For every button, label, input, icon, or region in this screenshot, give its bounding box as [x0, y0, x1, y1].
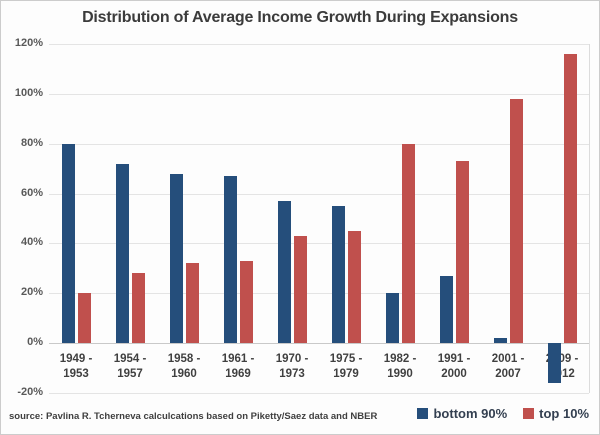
- x-category-label: 1970 -1973: [275, 353, 309, 381]
- y-tick-label: 20%: [20, 286, 43, 299]
- y-tick-label: 100%: [14, 86, 43, 99]
- legend-swatch-icon: [523, 408, 535, 419]
- gridline-100%: [49, 93, 589, 95]
- legend-item: bottom 90%: [417, 406, 507, 421]
- y-tick-label: 0%: [27, 336, 43, 349]
- legend-swatch-icon: [417, 408, 429, 419]
- bar-top-10--1949-1953: [77, 293, 91, 344]
- legend-item: top 10%: [523, 406, 589, 421]
- bar-top-10--1961-1969: [239, 260, 253, 344]
- y-tick-label: 60%: [20, 186, 43, 199]
- x-category-label: 1975 -1979: [329, 353, 363, 381]
- bar-top-10--1954-1957: [131, 273, 145, 344]
- x-category-label: 1961 -1969: [221, 353, 255, 381]
- source-note: source: Pavlina R. Tcherneva calculcatio…: [9, 411, 378, 422]
- gridline--20%: [49, 393, 589, 394]
- gridline-80%: [49, 143, 589, 145]
- bar-bottom-90--2009-2012: [547, 343, 561, 384]
- legend-label: top 10%: [539, 406, 589, 421]
- bar-bottom-90--1949-1953: [61, 143, 75, 344]
- legend: bottom 90% top 10%: [417, 406, 589, 421]
- bar-bottom-90--1975-1979: [331, 206, 345, 344]
- bar-top-10--1958-1960: [185, 263, 199, 344]
- x-category-label: 1958 -1960: [167, 353, 201, 381]
- bar-top-10--1982-1990: [401, 143, 415, 344]
- bar-bottom-90--1954-1957: [115, 163, 129, 344]
- bar-bottom-90--1982-1990: [385, 293, 399, 344]
- x-category-label: 2001 -2007: [491, 353, 525, 381]
- bar-bottom-90--1970-1973: [277, 201, 291, 344]
- bar-top-10--2001-2007: [509, 98, 523, 344]
- bar-bottom-90--1991-2000: [439, 275, 453, 344]
- gridline-120%: [49, 44, 589, 45]
- y-tick-label: 80%: [20, 136, 43, 149]
- gridline-0%: [49, 343, 589, 345]
- x-category-label: 1982 -1990: [383, 353, 417, 381]
- x-category-label: 1949 -1953: [59, 353, 93, 381]
- gridline-20%: [49, 293, 589, 295]
- y-tick-label: 120%: [14, 37, 43, 49]
- x-category-label: 2009 -2012: [545, 353, 579, 381]
- bar-top-10--1970-1973: [293, 235, 307, 344]
- plot-area: [49, 44, 590, 394]
- bar-bottom-90--1961-1969: [223, 176, 237, 344]
- bar-bottom-90--1958-1960: [169, 173, 183, 344]
- legend-label: bottom 90%: [433, 406, 508, 421]
- y-tick-label: 40%: [20, 236, 43, 249]
- x-category-label: 1954 -1957: [113, 353, 147, 381]
- bar-top-10--2009-2012: [563, 53, 577, 344]
- x-category-label: 1991 -2000: [437, 353, 471, 381]
- y-tick-label: -20%: [17, 386, 43, 398]
- chart-title: Distribution of Average Income Growth Du…: [82, 9, 518, 26]
- gridline-60%: [49, 193, 589, 195]
- bar-top-10--1991-2000: [455, 161, 469, 344]
- bar-bottom-90--2001-2007: [493, 338, 507, 344]
- gridline-40%: [49, 243, 589, 245]
- bar-top-10--1975-1979: [347, 230, 361, 344]
